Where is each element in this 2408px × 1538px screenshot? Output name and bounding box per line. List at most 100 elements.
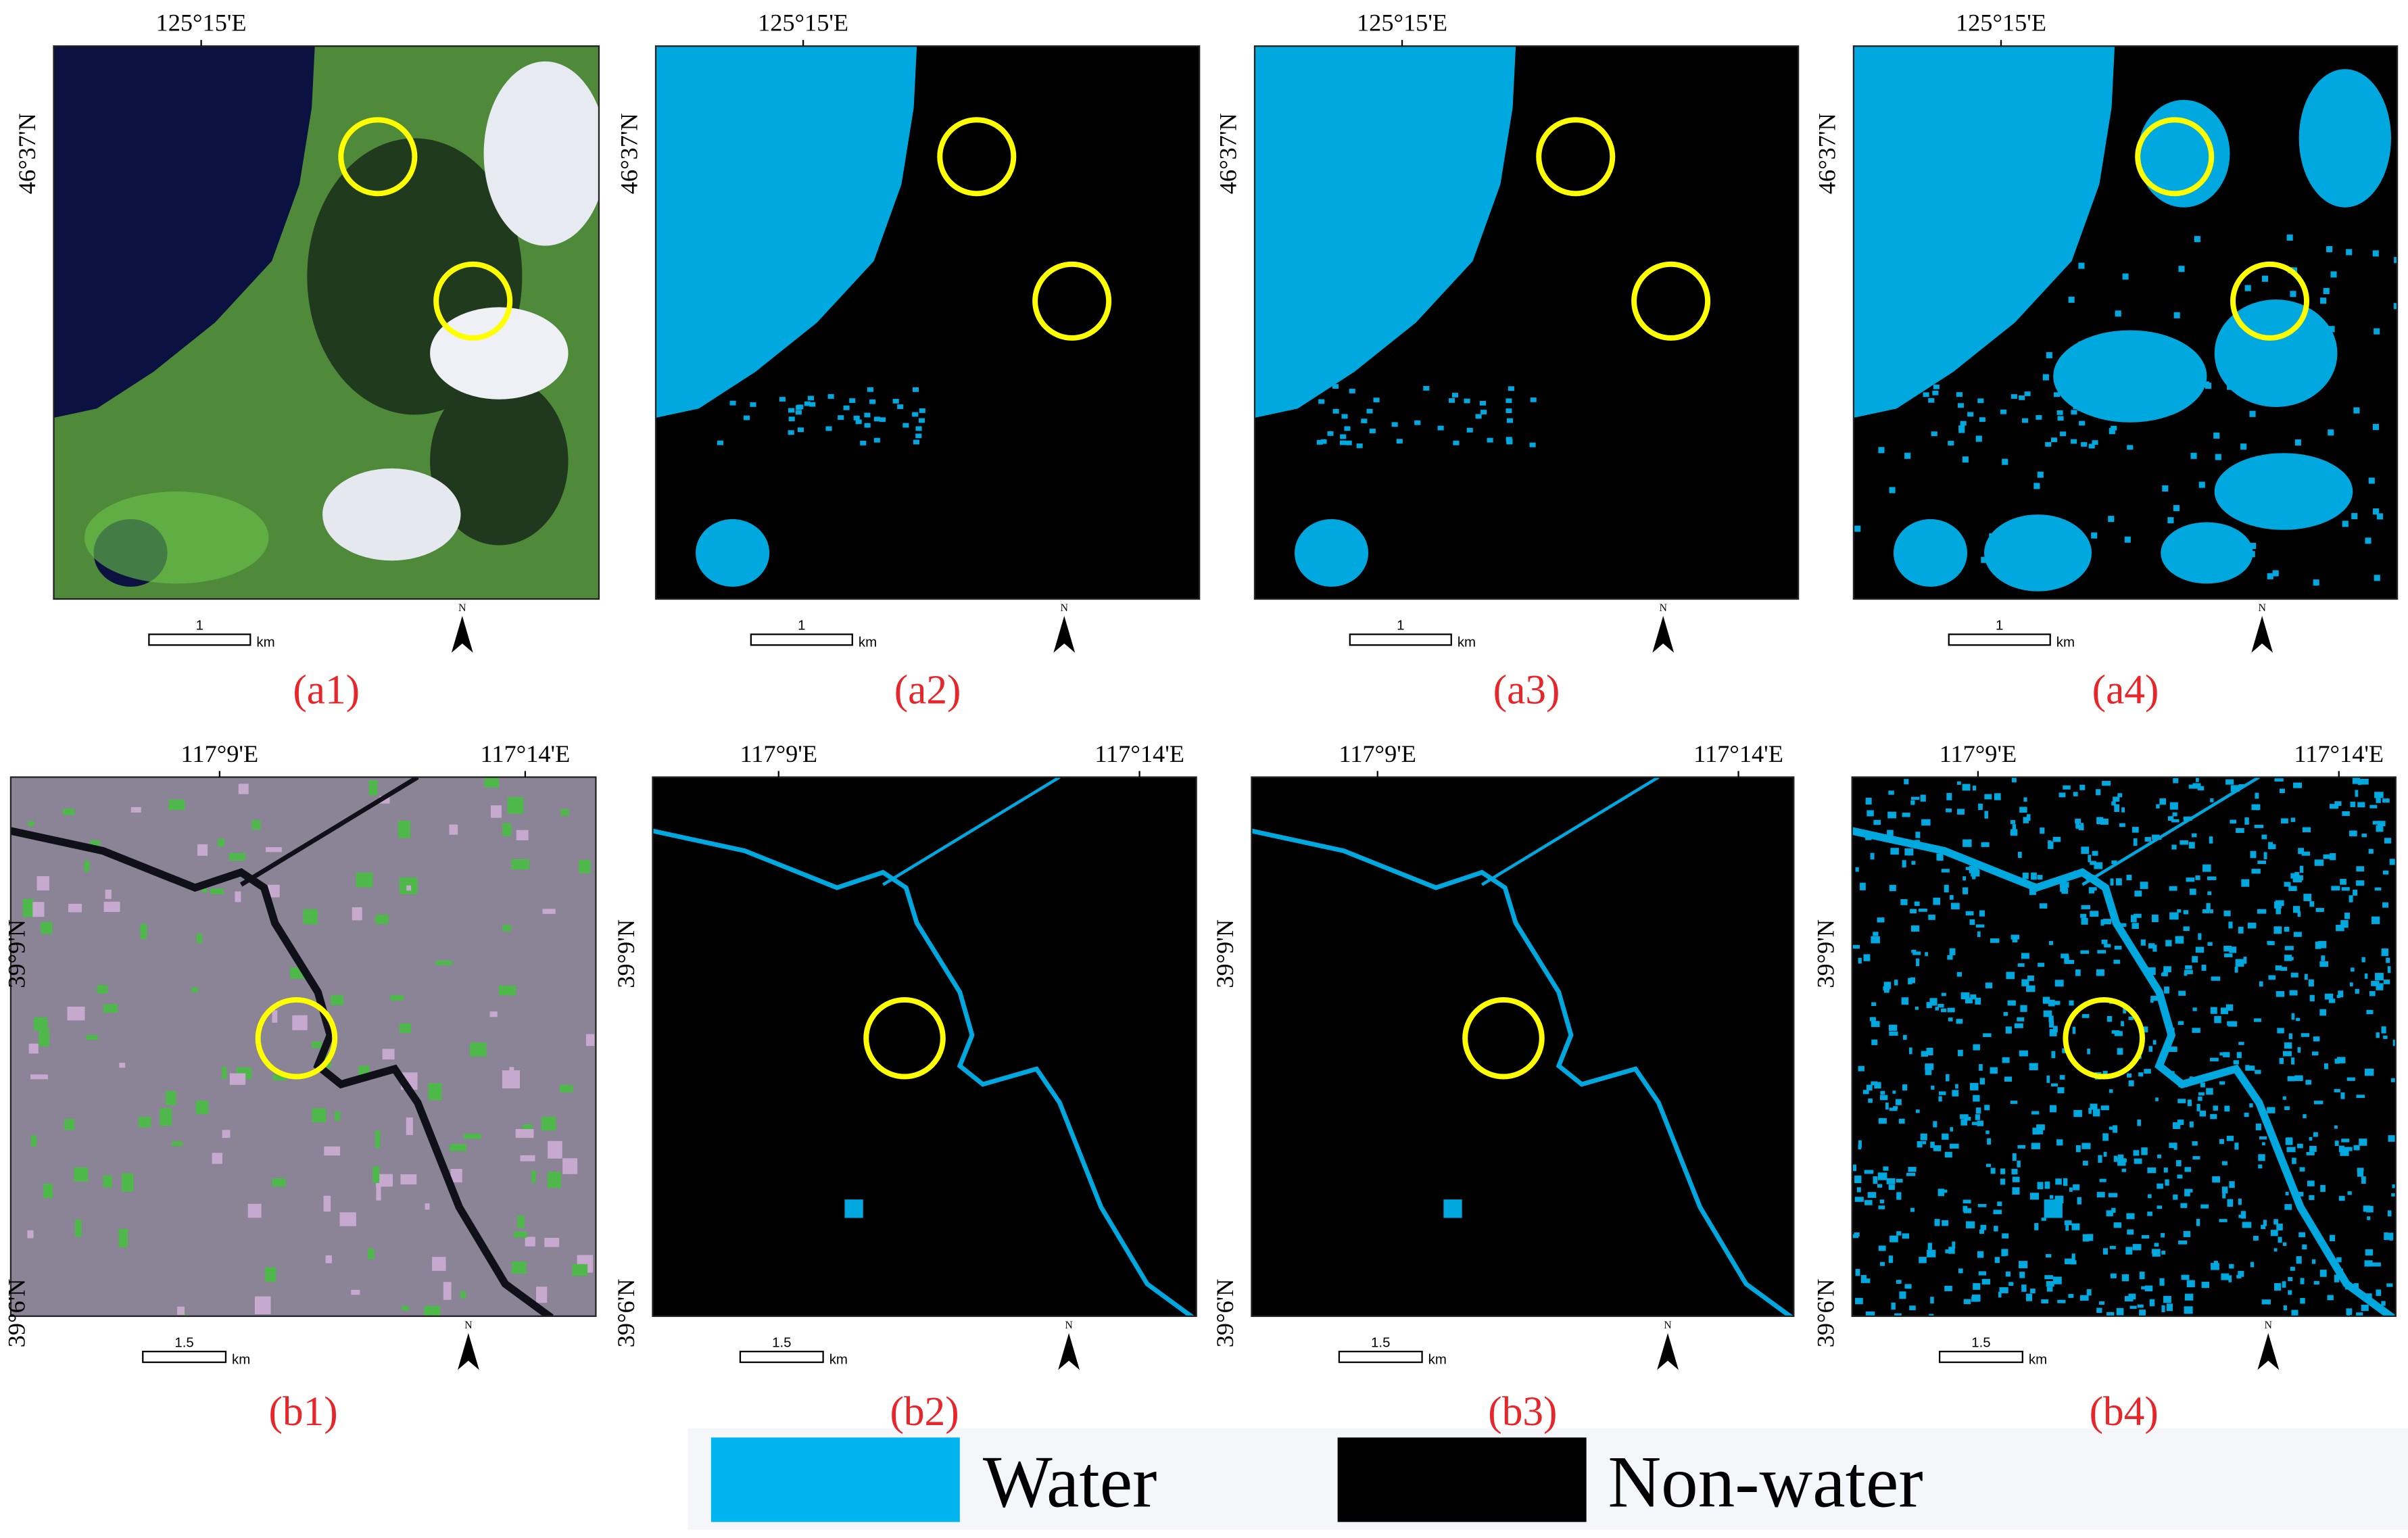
pixel: [2288, 1290, 2292, 1295]
river: [10, 827, 554, 1316]
highlight-circle: [338, 117, 418, 197]
lon-label: 117°14'E: [481, 740, 571, 767]
vegetation: [210, 888, 224, 894]
pixel: [2286, 234, 2293, 241]
pixel: [2234, 966, 2238, 973]
pixel: [1971, 1296, 1979, 1302]
pixel: [1892, 1090, 1896, 1094]
pixel: [2346, 1308, 2353, 1315]
pixel: [2361, 1304, 2369, 1312]
pixel: [2196, 1103, 2200, 1111]
pixel: [2096, 1192, 2105, 1198]
pixel: [2263, 852, 2267, 860]
pixel: [2111, 860, 2117, 864]
pixel: [2228, 921, 2233, 929]
pixel: [1935, 1007, 1940, 1011]
pixel: [2106, 1210, 2113, 1217]
pixel: [2278, 1236, 2282, 1243]
vegetation: [502, 1070, 521, 1088]
pixel: [2167, 517, 2174, 524]
pixel: [2382, 870, 2389, 875]
pixel: [2219, 1138, 2224, 1145]
pixel: [1957, 403, 1965, 408]
pixel: [2349, 982, 2353, 987]
pixel: [2169, 1143, 2175, 1149]
pixel: [1970, 1082, 1979, 1090]
pixel: [2134, 890, 2142, 897]
pixel: [2059, 882, 2069, 888]
pixel: [2328, 326, 2335, 333]
vegetation: [390, 995, 404, 1001]
pixel: [1975, 997, 1981, 1005]
vegetation: [177, 1306, 185, 1315]
pixel: [2313, 1101, 2323, 1105]
vegetation: [28, 821, 34, 827]
pixel: [2340, 1151, 2349, 1156]
pixel: [1958, 1268, 1963, 1274]
legend-label: Non-water: [1608, 1441, 1923, 1523]
pixel: [2351, 512, 2358, 519]
pixel: [2267, 1107, 2275, 1113]
pixel: [2109, 428, 2115, 435]
pixel: [2132, 923, 2139, 929]
vegetation: [335, 1111, 341, 1121]
pixel: [1914, 901, 1920, 907]
water-blob: [2161, 522, 2253, 584]
pixel: [2048, 840, 2052, 844]
north-arrow: [1657, 1332, 1679, 1370]
pixel: [2029, 888, 2036, 895]
north-arrow: [457, 1332, 479, 1370]
pixel: [2258, 1154, 2265, 1161]
pixel: [2330, 271, 2337, 278]
pixel: [2274, 1282, 2282, 1291]
pixel: [1977, 1120, 1984, 1126]
vegetation: [402, 1305, 410, 1311]
pixel: [2017, 1145, 2026, 1149]
pixel: [2162, 485, 2169, 492]
pixel: [2389, 1234, 2393, 1241]
pixel: [2214, 1015, 2221, 1024]
pixel: [2102, 781, 2111, 786]
pixel: [2100, 1105, 2109, 1111]
pixel: [2141, 1235, 2150, 1239]
pixel: [2163, 1295, 2171, 1303]
pixel: [2306, 1151, 2315, 1155]
pixel: [2219, 1081, 2225, 1085]
pixel: [2169, 802, 2178, 810]
vegetation: [32, 902, 45, 917]
pixel: [2163, 966, 2171, 973]
pixel: [2044, 1181, 2050, 1189]
pixel: [2023, 797, 2027, 802]
map-frame: [1251, 776, 1795, 1318]
pixel: [2369, 991, 2376, 996]
scale-label: 1: [196, 617, 203, 633]
vegetation: [572, 1264, 588, 1276]
pixel: [1927, 1243, 1932, 1250]
pixel: [2330, 1234, 2336, 1241]
pixel: [1975, 435, 1982, 442]
pixel: [2313, 1280, 2319, 1285]
pixel: [2274, 778, 2284, 782]
vegetation: [118, 1228, 128, 1247]
pixel: [2238, 1270, 2244, 1277]
highlight-circle: [937, 117, 1017, 197]
pixel: [2298, 1232, 2306, 1238]
pixel: [1902, 1084, 1908, 1091]
pixel: [1877, 312, 1883, 319]
pixel: [2294, 1075, 2303, 1082]
pixel: [1871, 1021, 1880, 1028]
lat-label: 39°6'N: [612, 1278, 640, 1347]
pixel: [788, 430, 794, 435]
pixel: [2031, 1111, 2040, 1115]
pixel: [2268, 975, 2276, 980]
pixel: [2300, 1297, 2305, 1304]
pixel: [2057, 1087, 2065, 1094]
lat-label: 39°9'N: [612, 919, 640, 988]
pixel: [1873, 1176, 1878, 1184]
pixel: [1927, 1249, 1936, 1257]
pixel: [2194, 531, 2201, 538]
pixel: [1919, 909, 1927, 912]
vegetation: [525, 1236, 535, 1247]
pixel: [2376, 825, 2384, 832]
map-panel: 125°15'E 46°37'N 1 km N (a2): [616, 9, 1201, 713]
